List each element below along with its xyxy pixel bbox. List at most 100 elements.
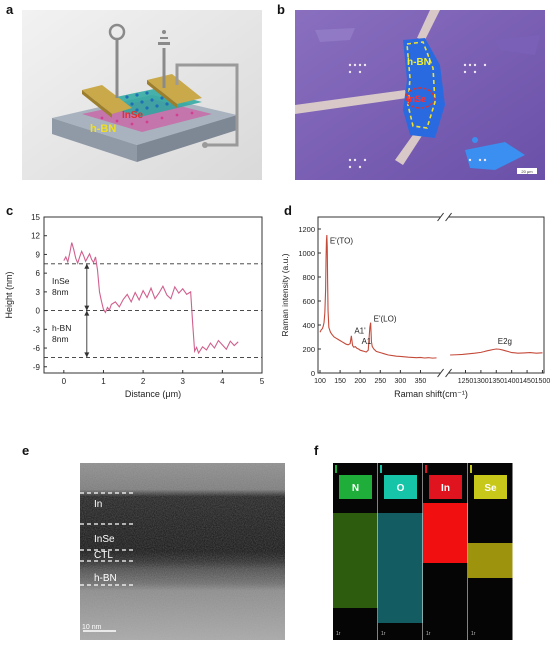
height-profile-line [63, 242, 239, 355]
inse-thickness-arrow-tail [84, 305, 90, 311]
x-tick-label: 350 [415, 378, 427, 385]
x-tick-label: 200 [354, 378, 366, 385]
eds-element-badge [384, 475, 417, 499]
eds-colorbar-tick [335, 465, 337, 473]
x-tick-label: 5 [260, 377, 265, 386]
bulk-flake [465, 142, 525, 170]
panel-label-a: a [6, 2, 14, 17]
panel-e-tem-image: In InSe CTL h-BN 10 nm [80, 463, 285, 640]
plot-frame-left [317, 216, 441, 374]
panel-label-c: c [6, 203, 14, 218]
y-tick-label: 400 [302, 321, 315, 330]
eds-element-badge [339, 475, 372, 499]
y-tick-label: -3 [33, 325, 41, 334]
peak-label: A1' [354, 326, 366, 335]
x-tick-label: 1350 [488, 378, 504, 385]
thickness-annotation: InSe [52, 276, 70, 286]
x-tick-label: 1 [101, 377, 106, 386]
y-tick-label: 0 [36, 307, 41, 316]
eds-signal-se [468, 543, 513, 578]
optical-scalebar-text: 20 μm [521, 169, 533, 174]
tem-layer-hbn: h-BN [94, 573, 117, 584]
y-tick-label: 9 [36, 250, 41, 259]
tem-layer-ctl: CTL [94, 550, 113, 561]
x-tick-label: 1450 [519, 378, 535, 385]
eds-element-label: Se [484, 483, 497, 494]
x-tick-label: 0 [62, 377, 67, 386]
y-tick-label: 200 [302, 345, 315, 354]
eds-element-label: In [441, 483, 450, 494]
optical-scalebar [517, 168, 537, 174]
eds-scale-text: 1r [426, 631, 431, 637]
eds-element-label: N [352, 483, 359, 494]
panel-b-optical-image: h-BN InSe 20 μm [295, 10, 545, 180]
eds-scale-text: 1r [381, 631, 386, 637]
y-tick-label: 600 [302, 297, 315, 306]
schematic-inse-label: InSe [122, 110, 144, 121]
x-tick-label: 1250 [458, 378, 474, 385]
x-tick-label: 100 [314, 378, 326, 385]
x-tick-label: 2 [141, 377, 146, 386]
peak-label: A1 [362, 337, 372, 346]
eds-element-badge [474, 475, 507, 499]
optical-inse-label: InSe [407, 94, 426, 104]
probe-top [417, 10, 440, 40]
eds-colorbar-tick [425, 465, 427, 473]
y-tick-label: -6 [33, 344, 41, 353]
panel-label-b: b [277, 2, 285, 17]
thickness-annotation: h-BN [52, 323, 71, 333]
tem-layer-in: In [94, 499, 102, 510]
plot-frame [43, 216, 263, 374]
panel-label-d: d [284, 203, 292, 218]
raman-spectrum-chart: 0 200 400 600 800 1000 1200 100 150 200 250 300 350 1… [280, 212, 550, 399]
eds-element-badge [429, 475, 462, 499]
y-tick-label: 15 [31, 213, 40, 222]
y-axis-label: Raman intensity (a.u.) [280, 253, 290, 336]
x-tick-label: 150 [334, 378, 346, 385]
tem-scalebar-text: 10 nm [82, 624, 102, 631]
eds-scale-text: 1r [471, 631, 476, 637]
tem-layer-inse: InSe [94, 534, 115, 545]
probe-left [295, 90, 407, 114]
y-tick-label: 3 [36, 288, 41, 297]
y-tick-label: 800 [302, 273, 315, 282]
eds-signal-o [378, 513, 423, 623]
y-axis-label: Height (nm) [4, 271, 14, 318]
schematic-hbn-label: h-BN [90, 123, 116, 135]
x-axis-label: Raman shift(cm⁻¹) [394, 389, 468, 399]
eds-colorbar-tick [380, 465, 382, 473]
x-tick-label: 3 [181, 377, 186, 386]
optical-hbn-label: h-BN [407, 57, 431, 68]
x-tick-label: 300 [395, 378, 407, 385]
inse-thickness-arrow-head [84, 263, 90, 269]
electrode-right [147, 74, 202, 104]
y-tick-label: 0 [311, 369, 315, 378]
panel-label-f: f [314, 443, 319, 458]
x-axis-label: Distance (μm) [125, 389, 181, 399]
y-tick-label: -9 [33, 363, 41, 372]
electrode-left [82, 85, 132, 114]
thickness-annotation: 8nm [52, 334, 69, 344]
raman-line-high [450, 348, 543, 356]
peak-label: E2g [498, 337, 512, 346]
panel-f-eds-maps: N 1r O 1r In 1r Se 1r [333, 463, 513, 640]
eds-scale-text: 1r [336, 631, 341, 637]
raman-line-low [319, 234, 437, 359]
panel-label-e: e [22, 443, 30, 458]
eds-element-label: O [397, 483, 405, 494]
thickness-annotation: 8nm [52, 287, 69, 297]
panel-a-device-schematic: InSe h-BN [22, 10, 262, 180]
eds-signal-n [333, 513, 378, 608]
x-tick-label: 1500 [535, 378, 550, 385]
y-tick-label: 1200 [298, 225, 315, 234]
axis-break-mark [445, 368, 452, 378]
eds-signal-in [423, 503, 468, 563]
axis-break-mark [445, 212, 452, 222]
x-tick-label: 1300 [473, 378, 489, 385]
eds-colorbar-tick [470, 465, 472, 473]
peak-label: E'(TO) [330, 236, 353, 245]
plot-frame-right [448, 216, 545, 374]
peak-label: E'(LO) [374, 314, 397, 323]
axis-break-mark [437, 212, 444, 222]
